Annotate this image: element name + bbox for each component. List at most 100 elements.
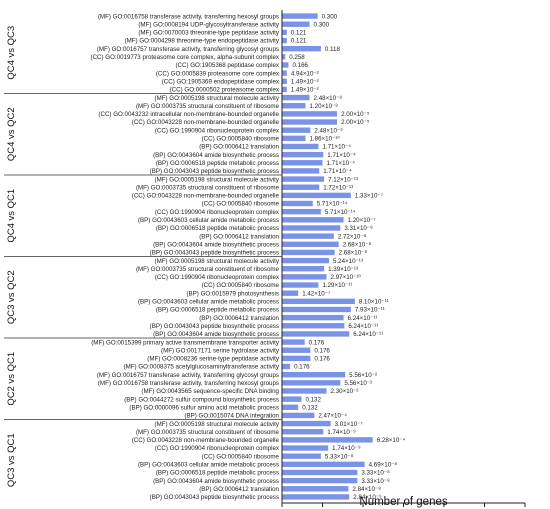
data-label: 0.300	[314, 21, 330, 28]
bar	[282, 62, 289, 68]
category-label: (BP) GO:0043604 amide biosynthetic proce…	[153, 241, 279, 248]
data-label: 2.68×10⁻⁸	[343, 241, 372, 248]
data-label: 0.176	[314, 356, 330, 363]
category-label: (CC) GO:0005840 ribosome	[202, 201, 280, 208]
bar	[282, 461, 365, 468]
category-label: (MF) GO:0008375 acetylglucosaminyltransf…	[124, 364, 280, 371]
bar	[282, 184, 320, 190]
category-label: (MF) GO:0005198 structural molecule acti…	[155, 95, 280, 102]
data-label: 0.132	[305, 396, 321, 403]
category-label: (CC) GO:0005840 ribosome	[202, 136, 280, 143]
bar	[282, 363, 291, 370]
data-label: 2.84×10⁻⁹	[353, 494, 382, 501]
chart-bars: (MF) GO:0016758 transferase activity, tr…	[91, 13, 406, 501]
data-label: 1.33×10⁻⁷	[355, 193, 383, 200]
bar	[282, 78, 287, 84]
category-label: (CC) GO:0043228 non-membrane-bounded org…	[132, 437, 280, 444]
category-label: (BP) GO:0043604 amide biosynthetic proce…	[153, 331, 279, 338]
category-label: (CC) GO:0005839 proteasome core complex	[156, 70, 280, 77]
data-label: 5.71×10⁻¹⁴	[317, 201, 348, 208]
bar	[282, 135, 306, 142]
category-label: (CC) GO:0043232 intracellular non-membra…	[98, 111, 279, 118]
bar	[282, 323, 345, 329]
chart-groups: QC4 vs QC3 QC4 vs QC2 QC4 vs QC1 QC3 vs QC2…	[4, 26, 282, 487]
data-label: 2.00×10⁻⁵	[341, 119, 370, 126]
category-label: (BP) GO:0015979 photosynthesis	[186, 290, 279, 297]
data-label: 1.86×10⁻¹⁰	[309, 136, 340, 143]
category-label: (MF) GO:0016758 transferase activity, tr…	[98, 380, 279, 387]
data-label: 1.74×10⁻⁹	[327, 429, 356, 436]
bar	[282, 445, 329, 451]
data-label: 1.20×10⁻⁷	[348, 217, 376, 224]
data-label: 3.33×10⁻⁸	[361, 478, 390, 485]
category-label: (BP) GO:0006412 translation	[199, 144, 279, 151]
bar	[282, 282, 319, 288]
bar	[282, 45, 321, 52]
bar	[282, 21, 310, 27]
data-label: 0.121	[291, 38, 307, 45]
bar	[282, 274, 327, 280]
bar	[282, 192, 351, 199]
data-label: 7.12×10⁻¹³	[328, 176, 358, 183]
data-label: 2.84×10⁻⁸	[352, 486, 381, 493]
category-label: (MF) GO:0003735 structural constituent o…	[136, 103, 280, 110]
data-label: 1.42×10⁻⁷	[302, 290, 330, 297]
bar	[282, 257, 329, 264]
category-label: (BP) GO:0006518 peptide metabolic proces…	[156, 470, 279, 477]
data-label: 4.69×10⁻⁸	[369, 462, 398, 469]
category-label: (BP) GO:0044272 sulfur compound biosynth…	[124, 396, 279, 403]
bar	[282, 355, 311, 362]
category-label: (BP) GO:0006518 peptide metabolic proces…	[156, 160, 279, 167]
category-label: (BP) GO:0043043 peptide biosynthetic pro…	[150, 168, 279, 175]
data-label: 1.71×10⁻⁴	[327, 152, 356, 159]
data-label: 2.00×10⁻⁵	[341, 111, 370, 118]
data-label: 0.300	[322, 13, 338, 20]
data-label: 6.28×10⁻⁴	[377, 437, 406, 444]
category-label: (CC) GO:0019773 proteasome core complex,…	[91, 54, 280, 61]
category-label: (MF) GO:0017171 serine hydrolase activit…	[161, 347, 280, 354]
bar	[282, 151, 324, 158]
data-label: 1.29×10⁻¹¹	[322, 282, 352, 289]
bar	[282, 54, 286, 60]
category-label: (BP) GO:0006412 translation	[199, 315, 279, 322]
bar	[282, 494, 350, 500]
data-label: 2.68×10⁻⁸	[339, 250, 368, 257]
category-label: (MF) GO:0003735 structural constituent o…	[136, 266, 280, 273]
bar	[282, 290, 299, 296]
data-label: 0.176	[314, 347, 330, 354]
category-label: (CC) GO:1905369 endopeptidase complex	[162, 78, 280, 85]
data-label: 0.258	[289, 54, 305, 61]
bar	[282, 437, 373, 443]
category-label: (MF) GO:0008236 serine-type peptidase ac…	[147, 356, 280, 363]
data-label: 5.33×10⁻⁸	[325, 453, 354, 460]
category-label: (CC) GO:1990904 ribonucleoprotein comple…	[155, 209, 280, 216]
category-label: (MF) GO:0005198 structural molecule acti…	[155, 258, 280, 265]
category-label: (CC) GO:0043228 non-membrane-bounded org…	[132, 193, 280, 200]
bar	[282, 314, 344, 321]
group-label: QC4 vs QC1	[6, 189, 17, 243]
bar	[282, 404, 299, 410]
group-label: QC2 vs QC1	[6, 352, 17, 406]
bar	[282, 412, 315, 419]
data-label: 5.56×10⁻²	[349, 372, 377, 379]
bar	[282, 225, 341, 231]
data-label: 2.48×10⁻⁸	[314, 95, 343, 102]
category-label: (MF) GO:0008194 UDP-glycosyltransferase …	[138, 21, 280, 28]
category-label: (CC) GO:0043228 non-membrane-bounded org…	[132, 119, 280, 126]
bar	[282, 486, 349, 492]
category-label: (CC) GO:0005840 ribosome	[202, 282, 280, 289]
bar	[282, 396, 302, 402]
data-label: 6.24×10⁻¹¹	[348, 323, 378, 330]
data-label: 1.74×10⁻⁹	[332, 445, 361, 452]
category-label: (CC) GO:1905368 peptidase complex	[175, 62, 279, 69]
bar	[282, 371, 346, 378]
category-label: (MF) GO:0015399 primary active transmemb…	[91, 339, 280, 346]
data-label: 2.72×10⁻⁸	[338, 233, 367, 240]
x-axis-label: Number of genes	[359, 496, 447, 508]
bar	[282, 306, 351, 313]
data-label: 5.56×10⁻²	[344, 380, 372, 387]
data-label: 1.71×10⁻⁴	[322, 144, 351, 151]
category-label: (BP) GO:0006518 peptide metabolic proces…	[156, 225, 279, 232]
bar	[282, 453, 321, 459]
